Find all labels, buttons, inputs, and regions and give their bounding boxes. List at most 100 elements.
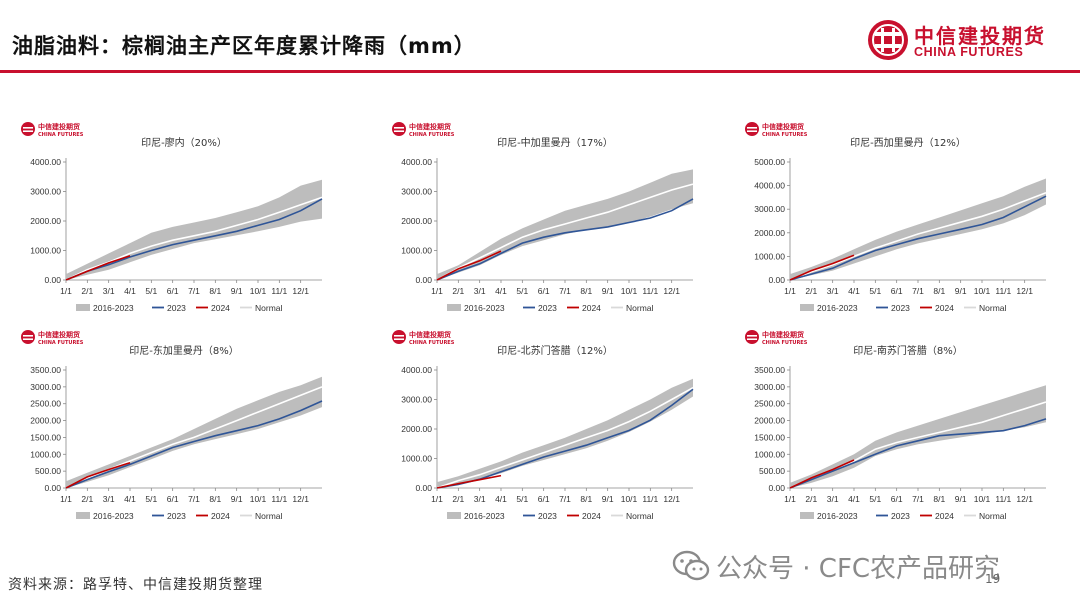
x-tick-label: 1/1 xyxy=(784,494,796,504)
x-tick-label: 4/1 xyxy=(124,286,136,296)
x-tick-label: 3/1 xyxy=(827,286,839,296)
y-tick-label: 1000.00 xyxy=(754,251,785,261)
y-tick-label: 3000.00 xyxy=(754,204,785,214)
x-tick-label: 12/1 xyxy=(292,286,309,296)
series-2023-line xyxy=(65,198,323,281)
mini-logo-bar xyxy=(747,338,757,340)
y-tick-label: 3500.00 xyxy=(754,365,785,375)
mini-logo-bar xyxy=(747,127,757,129)
y-tick-label: 500.00 xyxy=(35,466,61,476)
chart-panel-2: 中信建投期货 CHINA FUTURES 印尼-中加里曼丹（17%） 0.00 1000… xyxy=(385,114,715,324)
x-tick-label: 5/1 xyxy=(869,286,881,296)
x-tick-label: 6/1 xyxy=(538,286,550,296)
x-tick-label: 9/1 xyxy=(955,286,967,296)
x-tick-label: 10/1 xyxy=(621,286,638,296)
x-tick-label: 5/1 xyxy=(145,286,157,296)
chart-title: 印尼-廖内（20%） xyxy=(141,136,227,149)
chart-title: 印尼-北苏门答腊（12%） xyxy=(497,344,613,357)
series-2016-2023-band xyxy=(66,179,322,280)
x-tick-label: 8/1 xyxy=(933,286,945,296)
y-tick-label: 1000.00 xyxy=(754,449,785,459)
mini-logo-icon xyxy=(21,330,35,344)
legend-2023-label: 2023 xyxy=(538,511,557,521)
x-tick-label: 5/1 xyxy=(516,286,528,296)
slide-header: 油脂油料：棕榈油主产区年度累计降雨（mm） 中信建投期货 CHINA FUTUR… xyxy=(0,0,1080,73)
y-tick-label: 1000.00 xyxy=(401,246,432,256)
legend-2016-2023-label: 2016-2023 xyxy=(817,303,858,313)
series-2023-line xyxy=(789,418,1047,489)
mini-logo-cn: 中信建投期货 xyxy=(409,330,451,339)
mini-logo-en: CHINA FUTURES xyxy=(409,132,455,138)
legend-2016-2023-swatch xyxy=(76,304,90,311)
y-tick-label: 1000.00 xyxy=(30,449,61,459)
mini-logo-cn: 中信建投期货 xyxy=(38,122,80,131)
legend-2024-label: 2024 xyxy=(211,511,230,521)
mini-logo-bar xyxy=(747,130,757,132)
x-tick-label: 6/1 xyxy=(538,494,550,504)
legend-2023-label: 2023 xyxy=(891,511,910,521)
x-tick-label: 3/1 xyxy=(103,494,115,504)
y-tick-label: 1500.00 xyxy=(754,432,785,442)
legend-normal-label: Normal xyxy=(979,511,1007,521)
x-tick-label: 10/1 xyxy=(974,286,991,296)
chart-panel-4: 中信建投期货 CHINA FUTURES 印尼-东加里曼丹（8%） 0.00 500.0… xyxy=(14,322,344,532)
x-tick-label: 8/1 xyxy=(933,494,945,504)
series-normal-line xyxy=(436,387,694,489)
legend-2023-label: 2023 xyxy=(167,511,186,521)
y-tick-label: 2000.00 xyxy=(401,216,432,226)
series-2024-line xyxy=(436,474,502,489)
series-normal-line xyxy=(789,191,1047,281)
x-tick-label: 2/1 xyxy=(81,286,93,296)
series-2024-line xyxy=(65,255,131,281)
x-tick-label: 10/1 xyxy=(621,494,638,504)
legend-2023-label: 2023 xyxy=(891,303,910,313)
x-tick-label: 7/1 xyxy=(188,286,200,296)
mini-logo-en: CHINA FUTURES xyxy=(762,340,808,346)
chart-title: 印尼-中加里曼丹（17%） xyxy=(497,136,613,149)
x-tick-label: 11/1 xyxy=(271,286,287,296)
series-2024-line xyxy=(436,250,502,281)
mini-logo-bar xyxy=(23,335,33,337)
x-tick-label: 1/1 xyxy=(60,286,72,296)
x-tick-label: 3/1 xyxy=(827,494,839,504)
x-tick-label: 3/1 xyxy=(474,494,486,504)
x-tick-label: 5/1 xyxy=(145,494,157,504)
x-tick-label: 6/1 xyxy=(167,286,179,296)
mini-logo-icon xyxy=(745,122,759,136)
legend-2024-label: 2024 xyxy=(582,511,601,521)
x-tick-label: 12/1 xyxy=(292,494,309,504)
mini-logo-icon xyxy=(21,122,35,136)
y-tick-label: 4000.00 xyxy=(30,157,61,167)
legend-2024-label: 2024 xyxy=(211,303,230,313)
chart-title: 印尼-西加里曼丹（12%） xyxy=(850,137,966,149)
header-divider xyxy=(0,70,1080,73)
legend-2016-2023-swatch xyxy=(800,512,814,519)
x-tick-label: 3/1 xyxy=(474,286,486,296)
x-tick-label: 5/1 xyxy=(516,494,528,504)
y-tick-label: 4000.00 xyxy=(754,181,785,191)
series-2024-line xyxy=(65,461,131,489)
y-tick-label: 3000.00 xyxy=(30,382,61,392)
y-tick-label: 1000.00 xyxy=(30,246,61,256)
chart-panel-6: 中信建投期货 CHINA FUTURES 印尼-南苏门答腊（8%） 0.00 500.0… xyxy=(738,322,1068,532)
page-number: 19 xyxy=(985,572,1001,586)
x-tick-label: 2/1 xyxy=(81,494,93,504)
brand-name-cn: 中信建投期货 xyxy=(914,24,1046,48)
mini-logo-cn: 中信建投期货 xyxy=(409,122,451,131)
mini-logo-icon xyxy=(392,330,406,344)
x-tick-label: 3/1 xyxy=(103,286,115,296)
legend-normal-label: Normal xyxy=(979,303,1007,313)
mini-logo-cn: 中信建投期货 xyxy=(38,330,80,339)
series-2016-2023-band xyxy=(437,378,693,488)
x-tick-label: 9/1 xyxy=(231,494,243,504)
y-tick-label: 500.00 xyxy=(759,466,785,476)
page-title: 油脂油料：棕榈油主产区年度累计降雨（mm） xyxy=(12,34,476,58)
x-tick-label: 10/1 xyxy=(250,494,267,504)
mini-logo-en: CHINA FUTURES xyxy=(762,132,808,138)
x-tick-label: 11/1 xyxy=(995,286,1011,296)
series-2024-line xyxy=(789,459,855,489)
